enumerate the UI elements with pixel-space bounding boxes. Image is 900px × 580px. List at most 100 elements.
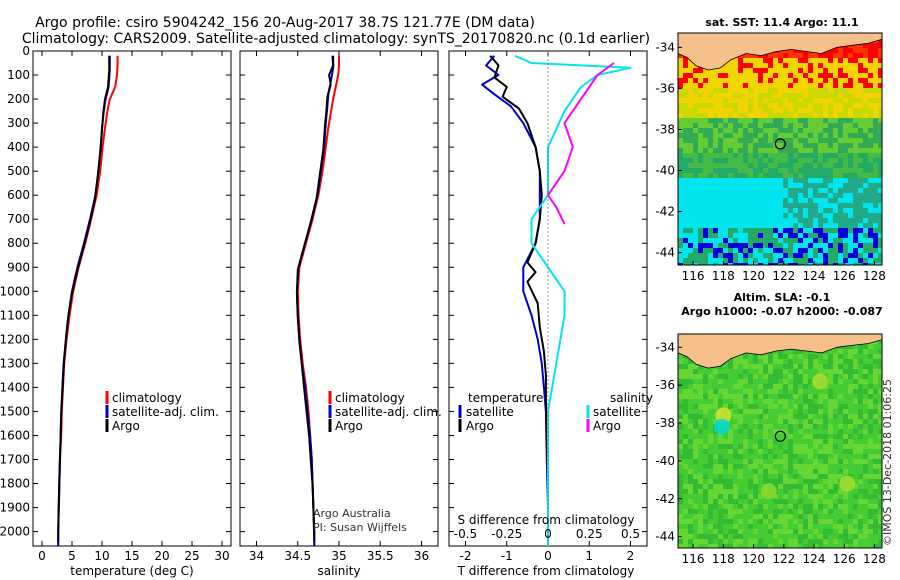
map-cell xyxy=(828,218,833,223)
map-cell xyxy=(853,213,858,218)
map-cell xyxy=(718,389,723,394)
map-cell xyxy=(783,449,788,454)
map-x-tick-label: 128 xyxy=(863,269,886,283)
map-cell xyxy=(683,128,688,133)
map-cell xyxy=(858,168,863,173)
map-cell xyxy=(678,88,683,93)
map-cell xyxy=(858,414,863,419)
s-diff-tick-label: -0.25 xyxy=(491,527,522,541)
map-cell xyxy=(708,369,713,374)
map-cell xyxy=(718,68,723,73)
map-cell xyxy=(853,514,858,519)
map-cell xyxy=(688,484,693,489)
map-cell xyxy=(698,193,703,198)
map-cell xyxy=(748,469,753,474)
map-cell xyxy=(833,404,838,409)
map-cell xyxy=(688,399,693,404)
map-cell xyxy=(688,223,693,228)
map-cell xyxy=(773,53,778,58)
map-cell xyxy=(733,163,738,168)
map-cell xyxy=(803,464,808,469)
map-cell xyxy=(713,479,718,484)
map-cell xyxy=(873,349,878,354)
map-cell xyxy=(853,504,858,509)
map-cell xyxy=(808,143,813,148)
map-cell xyxy=(773,379,778,384)
map-cell xyxy=(758,429,763,434)
map-cell xyxy=(813,218,818,223)
x-tick-label: -1 xyxy=(501,549,513,563)
map-cell xyxy=(848,514,853,519)
map-cell xyxy=(813,68,818,73)
map-cell xyxy=(858,444,863,449)
map-cell xyxy=(818,459,823,464)
map-cell xyxy=(823,103,828,108)
map-cell xyxy=(808,419,813,424)
map-cell xyxy=(828,163,833,168)
map-cell xyxy=(763,108,768,113)
map-cell xyxy=(758,168,763,173)
map-cell xyxy=(768,58,773,63)
map-cell xyxy=(693,138,698,143)
map-cell xyxy=(793,83,798,88)
map-cell xyxy=(723,153,728,158)
map-cell xyxy=(678,198,683,203)
map-cell xyxy=(773,384,778,389)
map-cell xyxy=(763,354,768,359)
map-cell xyxy=(753,58,758,63)
map-cell xyxy=(823,544,828,548)
map-cell xyxy=(723,73,728,78)
map-cell xyxy=(878,439,882,444)
map-cell xyxy=(793,404,798,409)
map-cell xyxy=(698,88,703,93)
map-cell xyxy=(873,534,878,539)
map-cell xyxy=(703,534,708,539)
map-cell xyxy=(838,469,843,474)
map-cell xyxy=(808,369,813,374)
map-cell xyxy=(758,354,763,359)
map-cell xyxy=(748,158,753,163)
map-cell xyxy=(713,88,718,93)
map-cell xyxy=(863,504,868,509)
map-cell xyxy=(783,163,788,168)
map-cell xyxy=(793,419,798,424)
map-cell xyxy=(873,143,878,148)
map-cell xyxy=(823,163,828,168)
map-cell xyxy=(683,58,688,63)
map-cell xyxy=(698,153,703,158)
map-cell xyxy=(863,484,868,489)
map-cell xyxy=(848,399,853,404)
map-cell xyxy=(843,253,848,258)
map-cell xyxy=(848,208,853,213)
map-cell xyxy=(733,409,738,414)
map-cell xyxy=(693,399,698,404)
map-cell xyxy=(803,153,808,158)
map-cell xyxy=(853,208,858,213)
map-cell xyxy=(708,163,713,168)
map-cell xyxy=(793,434,798,439)
map-cell xyxy=(848,143,853,148)
map-cell xyxy=(773,444,778,449)
map-cell xyxy=(748,248,753,253)
map-cell xyxy=(858,193,863,198)
map-cell xyxy=(868,349,873,354)
map-cell xyxy=(698,238,703,243)
map-cell xyxy=(693,153,698,158)
map-cell xyxy=(878,83,882,88)
map-cell xyxy=(758,359,763,364)
map-cell xyxy=(683,263,688,265)
map-cell xyxy=(713,514,718,519)
map-cell xyxy=(743,253,748,258)
map-cell xyxy=(863,539,868,544)
map-cell xyxy=(868,63,873,68)
map-cell xyxy=(763,469,768,474)
map-cell xyxy=(818,193,823,198)
map-cell xyxy=(743,198,748,203)
map-cell xyxy=(688,173,693,178)
map-cell xyxy=(708,374,713,379)
map-cell xyxy=(678,359,683,364)
map-cell xyxy=(818,354,823,359)
map-cell xyxy=(823,198,828,203)
map-cell xyxy=(718,248,723,253)
map-cell xyxy=(838,404,843,409)
